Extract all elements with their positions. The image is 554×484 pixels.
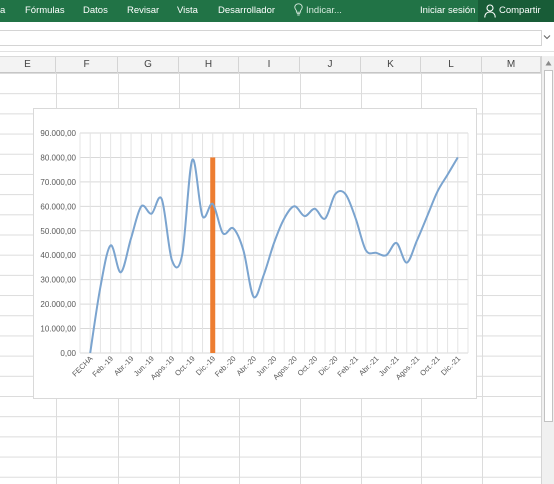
scroll-up-arrow-icon[interactable]: [545, 60, 552, 66]
tab-desarrollador[interactable]: Desarrollador: [218, 5, 276, 16]
x-tick-label: Abr.-19: [112, 354, 135, 377]
x-tick-label: Oct.-21: [418, 354, 442, 378]
series-line: [89, 156, 459, 354]
x-tick-label: Abr.-21: [357, 354, 380, 377]
column-header-m[interactable]: M: [482, 57, 541, 73]
y-tick-label: 0,00: [60, 349, 76, 358]
x-tick-label: Abr.-20: [235, 354, 258, 377]
y-tick-label: 30.000,00: [40, 276, 76, 285]
chart-canvas: 90.000,00 80.000,00 70.000,00 60.000,00 50.0…: [40, 129, 469, 382]
share-button[interactable]: Compartir: [478, 0, 554, 22]
x-tick-label: Oct.-19: [173, 354, 197, 378]
column-header-f[interactable]: F: [56, 57, 118, 73]
tab-datos[interactable]: Datos: [83, 5, 108, 16]
y-tick-label: 50.000,00: [40, 227, 76, 236]
y-tick-label: 90.000,00: [40, 129, 76, 138]
x-tick-label: Feb.-20: [213, 354, 238, 379]
highlight-bar: [210, 157, 216, 353]
ribbon-bar: a Fórmulas Datos Revisar Vista Desarroll…: [0, 0, 554, 22]
column-header-j[interactable]: J: [300, 57, 361, 73]
y-tick-label: 80.000,00: [40, 153, 76, 162]
column-headers: E F G H I J K L M: [0, 56, 541, 73]
column-header-l[interactable]: L: [421, 57, 482, 73]
grid-line: [482, 73, 483, 484]
y-tick-label: 60.000,00: [40, 202, 76, 211]
sign-in-link[interactable]: Iniciar sesión: [420, 5, 476, 16]
x-tick-label: Feb.-21: [335, 354, 360, 379]
column-header-e[interactable]: E: [0, 57, 56, 73]
x-tick-label: Dic.-21: [439, 354, 462, 377]
tab-revisar[interactable]: Revisar: [127, 5, 160, 16]
y-tick-label: 10.000,00: [40, 325, 76, 334]
tab-formulas[interactable]: Fórmulas: [25, 5, 65, 16]
x-tick-label: Oct.-20: [296, 354, 320, 378]
lightbulb-icon: [294, 3, 303, 16]
formula-input[interactable]: [0, 30, 542, 46]
column-header-k[interactable]: K: [361, 57, 421, 73]
column-header-h[interactable]: H: [179, 57, 239, 73]
scrollbar-thumb[interactable]: [544, 70, 553, 422]
y-tick-label: 20.000,00: [40, 300, 76, 309]
formula-bar-area: [0, 22, 554, 52]
vertical-scrollbar[interactable]: [541, 56, 554, 484]
chevron-down-icon[interactable]: [543, 33, 551, 41]
person-icon: [484, 4, 496, 18]
line-chart[interactable]: 90.000,00 80.000,00 70.000,00 60.000,00 50.0…: [33, 108, 477, 399]
y-tick-label: 40.000,00: [40, 251, 76, 260]
tab-partial[interactable]: a: [0, 5, 6, 16]
tab-vista[interactable]: Vista: [177, 5, 198, 16]
column-header-g[interactable]: G: [118, 57, 179, 73]
share-label: Compartir: [499, 5, 541, 16]
x-tick-label: Feb.-19: [90, 354, 115, 379]
column-header-i[interactable]: I: [239, 57, 300, 73]
y-tick-label: 70.000,00: [40, 178, 76, 187]
tell-me-search[interactable]: Indicar...: [306, 5, 342, 16]
